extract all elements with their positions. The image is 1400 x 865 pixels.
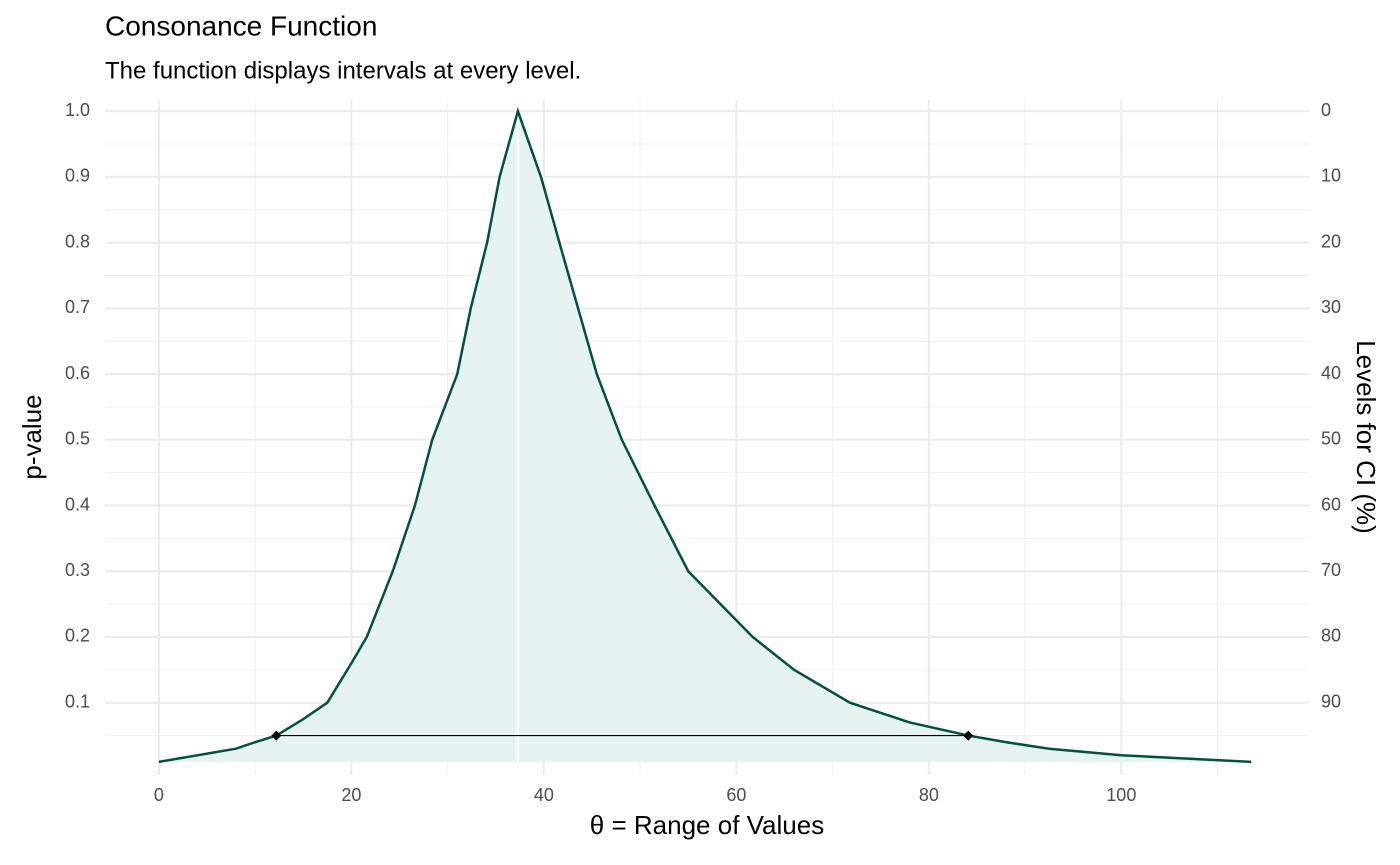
y2-tick-label: 90 [1321, 691, 1341, 711]
y-tick-label: 0.2 [65, 626, 90, 646]
y-tick-label: 0.3 [65, 560, 90, 580]
y2-tick-label: 30 [1321, 297, 1341, 317]
x-tick-label: 40 [534, 785, 554, 805]
interval-endpoint [271, 730, 282, 741]
y2-tick-label: 80 [1321, 626, 1341, 646]
y2-tick-label: 50 [1321, 429, 1341, 449]
x-tick-label: 80 [919, 785, 939, 805]
y2-axis-title: Levels for CI (%) [1351, 340, 1381, 534]
y-tick-label: 0.7 [65, 297, 90, 317]
y2-tick-label: 10 [1321, 166, 1341, 186]
y-tick-label: 0.8 [65, 231, 90, 251]
x-tick-label: 100 [1106, 785, 1136, 805]
y-tick-label: 0.5 [65, 429, 90, 449]
x-tick-label: 20 [341, 785, 361, 805]
line [158, 107, 1252, 764]
area [158, 111, 1252, 762]
chart-subtitle: The function displays intervals at every… [105, 57, 581, 84]
y2-tick-label: 70 [1321, 560, 1341, 580]
y-tick-label: 1.0 [65, 100, 90, 120]
interval-endpoint [963, 730, 974, 741]
x-tick-label: 0 [154, 785, 164, 805]
y-tick-label: 0.9 [65, 166, 90, 186]
y-axis-title: p-value [17, 394, 47, 479]
y2-tick-label: 60 [1321, 494, 1341, 514]
chart-title: Consonance Function [105, 10, 377, 41]
x-tick-label: 60 [726, 785, 746, 805]
y2-tick-label: 0 [1321, 100, 1331, 120]
y-tick-label: 0.4 [65, 494, 90, 514]
y2-tick-label: 20 [1321, 231, 1341, 251]
y2-tick-label: 40 [1321, 363, 1341, 383]
x-axis-title: θ = Range of Values [590, 810, 824, 840]
y-tick-label: 0.1 [65, 691, 90, 711]
y-tick-label: 0.6 [65, 363, 90, 383]
